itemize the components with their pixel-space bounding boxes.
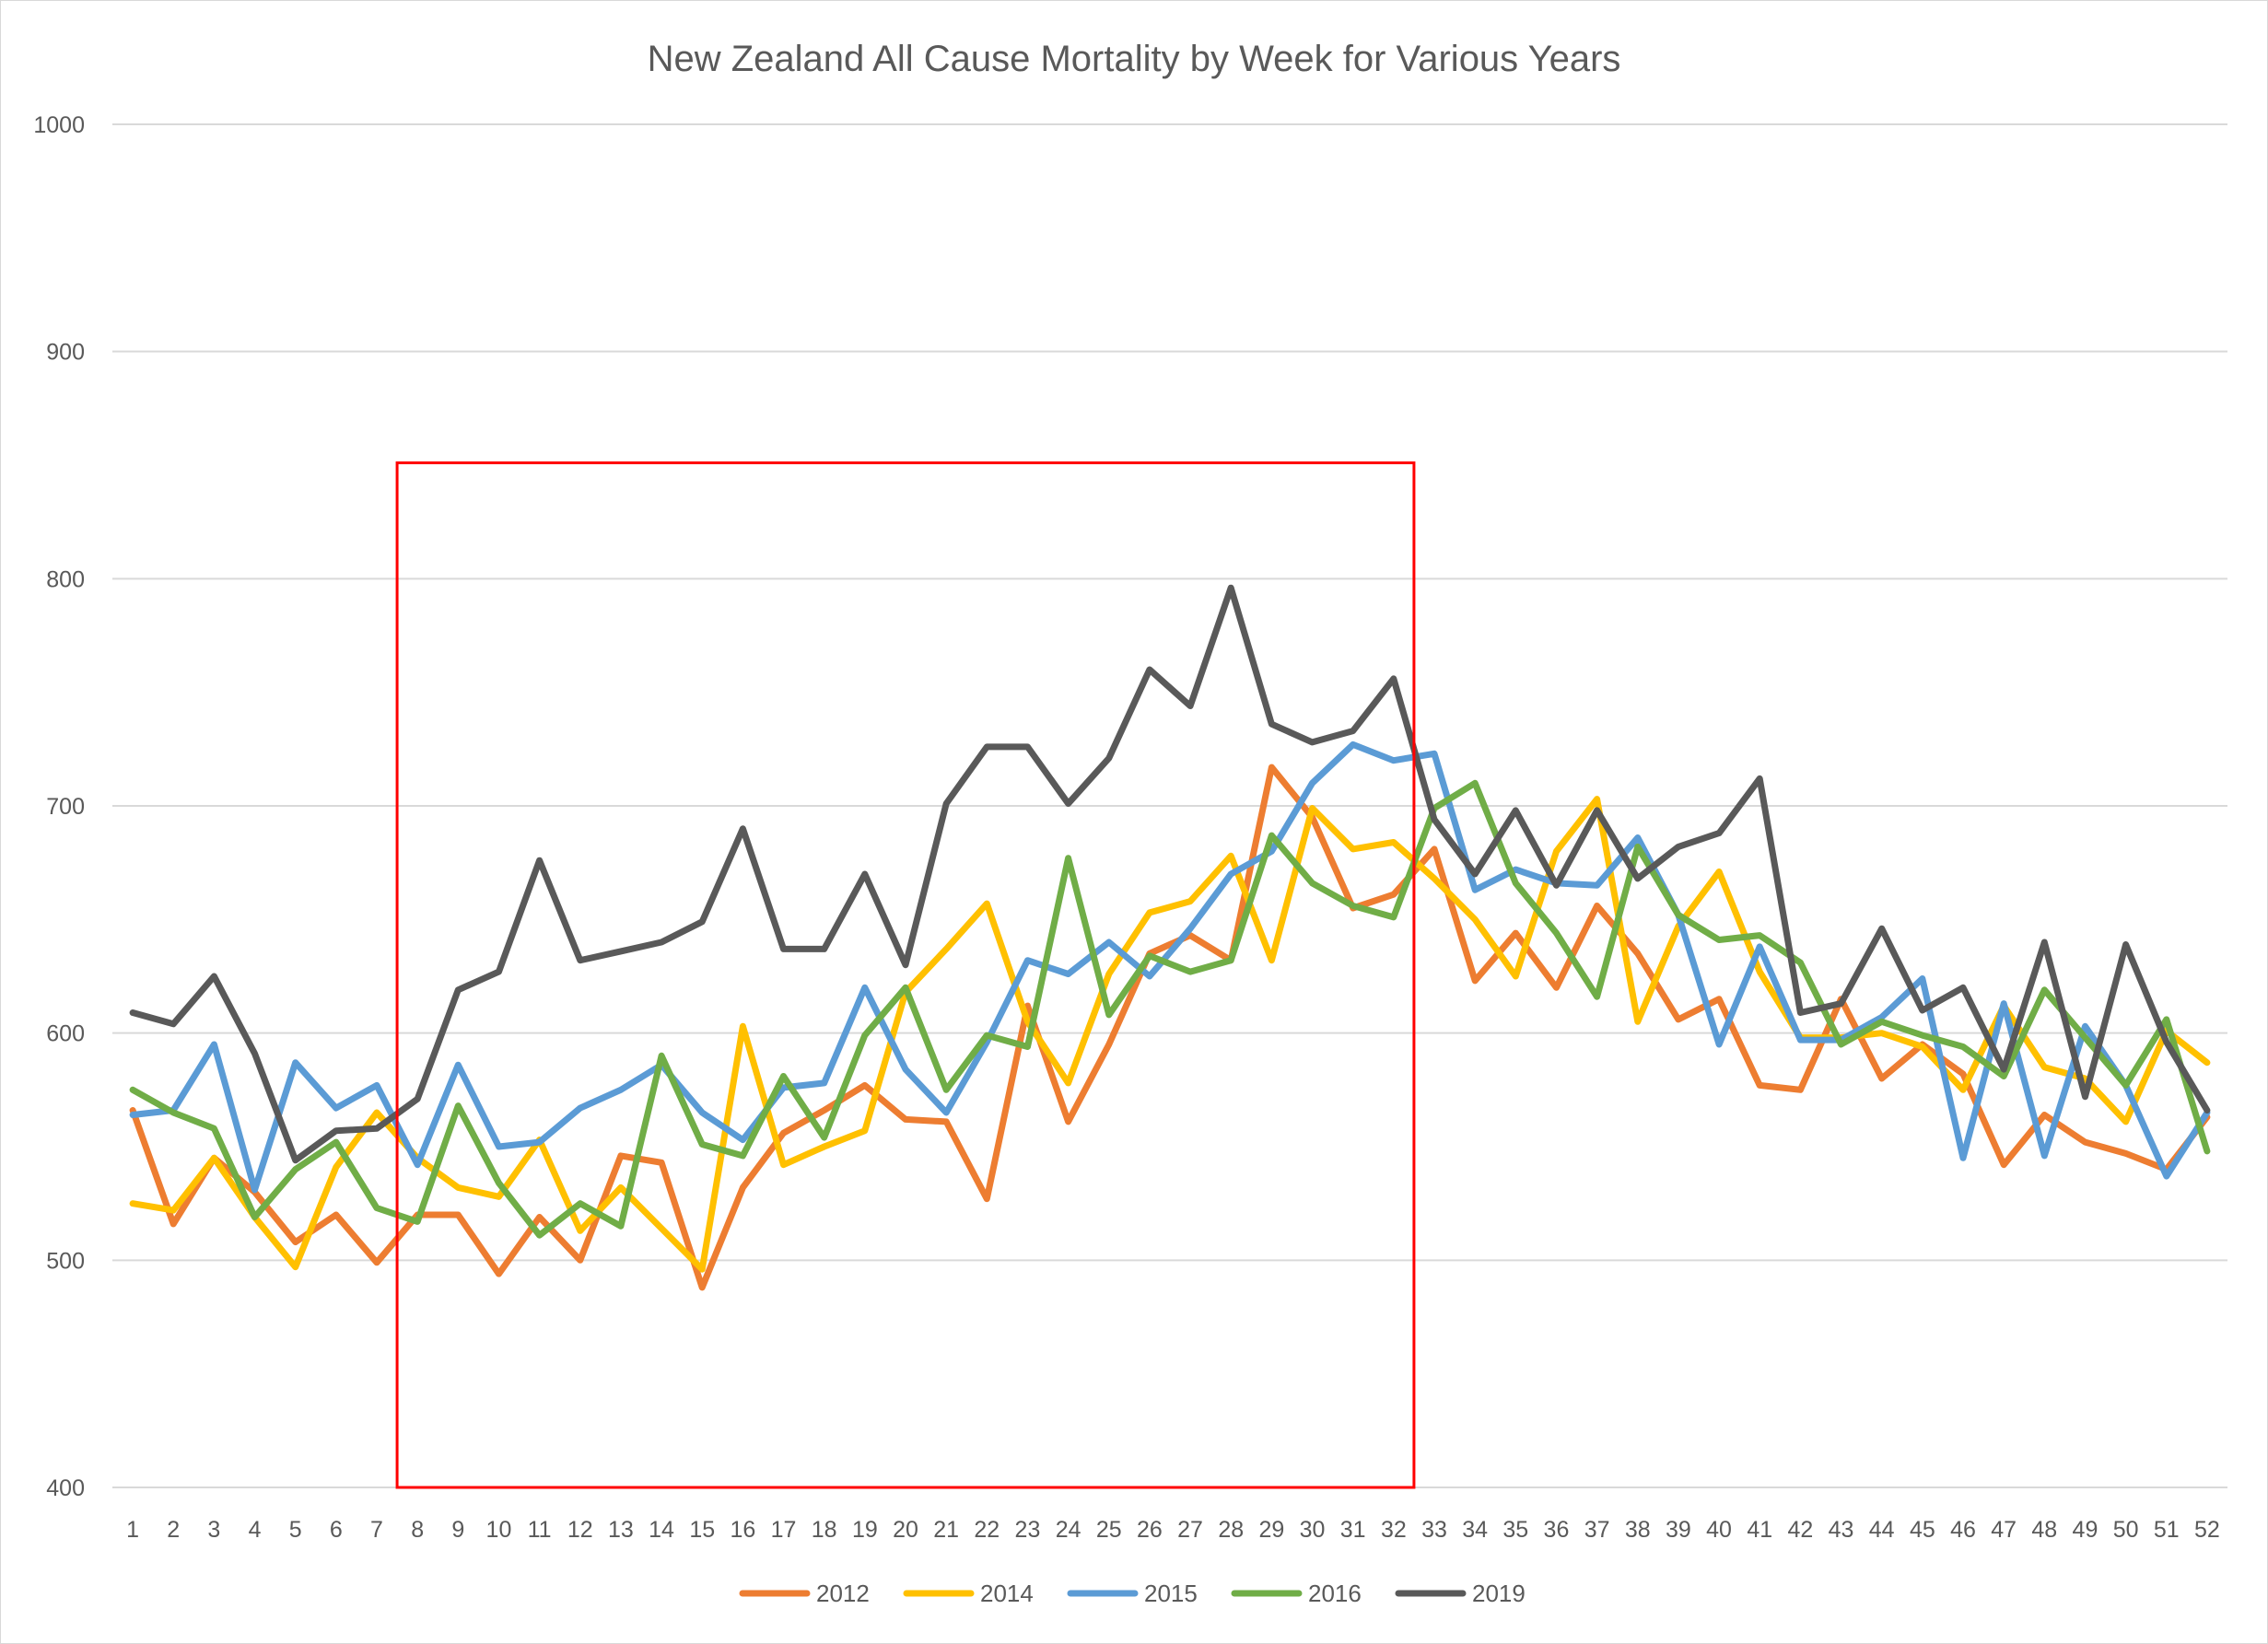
x-tick-label: 37 (1584, 1517, 1610, 1543)
series-lines (129, 584, 2211, 1291)
highlight-rectangle (395, 461, 1416, 1489)
x-tick-label: 24 (1056, 1517, 1081, 1543)
series-line-2015 (129, 740, 2211, 1194)
x-tick-label: 46 (1950, 1517, 1976, 1543)
legend-label: 2015 (1144, 1580, 1198, 1607)
x-tick-label: 32 (1381, 1517, 1407, 1543)
x-tick-label: 7 (370, 1517, 383, 1543)
chart-title: New Zealand All Cause Mortality by Week … (648, 39, 1621, 79)
x-tick-label: 20 (893, 1517, 918, 1543)
x-tick-label: 12 (567, 1517, 593, 1543)
x-tick-label: 9 (451, 1517, 464, 1543)
legend: 2012 2014 2015 2016 2019 (739, 1580, 1526, 1607)
legend-label: 2019 (1472, 1580, 1526, 1607)
x-axis-tick-labels: 1 2 3 4 5 6 7 8 9 10 11 12 13 14 15 16 17 18 19 20 21 22 23 24 2… (126, 1517, 2220, 1543)
x-tick-label: 22 (974, 1517, 1000, 1543)
x-tick-label: 1 (126, 1517, 139, 1543)
x-tick-label: 4 (249, 1517, 262, 1543)
x-tick-label: 30 (1300, 1517, 1326, 1543)
x-tick-label: 18 (812, 1517, 837, 1543)
x-tick-label: 36 (1544, 1517, 1570, 1543)
y-tick-label: 800 (46, 566, 85, 592)
legend-label: 2016 (1308, 1580, 1362, 1607)
x-tick-label: 8 (411, 1517, 424, 1543)
x-tick-label: 10 (486, 1517, 512, 1543)
x-tick-label: 33 (1421, 1517, 1447, 1543)
x-tick-label: 31 (1340, 1517, 1366, 1543)
legend-label: 2014 (980, 1580, 1034, 1607)
y-tick-label: 500 (46, 1248, 85, 1274)
legend-item-2015: 2015 (1067, 1580, 1198, 1607)
series-line-2012 (129, 764, 2211, 1291)
x-tick-label: 11 (528, 1517, 552, 1543)
legend-item-2019: 2019 (1395, 1580, 1526, 1607)
x-tick-label: 14 (649, 1517, 674, 1543)
x-tick-label: 45 (1910, 1517, 1935, 1543)
x-tick-label: 15 (689, 1517, 715, 1543)
legend-item-2014: 2014 (903, 1580, 1034, 1607)
x-tick-label: 28 (1218, 1517, 1244, 1543)
x-tick-label: 5 (289, 1517, 302, 1543)
x-tick-label: 13 (608, 1517, 634, 1543)
x-tick-label: 2 (167, 1517, 180, 1543)
x-tick-label: 39 (1666, 1517, 1691, 1543)
x-tick-label: 16 (730, 1517, 755, 1543)
x-tick-label: 35 (1502, 1517, 1528, 1543)
x-tick-label: 42 (1787, 1517, 1813, 1543)
x-tick-label: 43 (1829, 1517, 1854, 1543)
x-tick-label: 19 (852, 1517, 878, 1543)
y-tick-label: 400 (46, 1475, 85, 1501)
highlight-box (395, 461, 1416, 1489)
x-tick-label: 50 (2113, 1517, 2139, 1543)
x-tick-label: 17 (771, 1517, 797, 1543)
x-tick-label: 3 (207, 1517, 220, 1543)
series-line-2016 (129, 779, 2211, 1239)
y-axis-tick-labels: 400 500 600 700 800 900 1000 (33, 112, 85, 1501)
x-tick-label: 52 (2194, 1517, 2220, 1543)
x-tick-label: 49 (2073, 1517, 2098, 1543)
x-tick-label: 51 (2154, 1517, 2180, 1543)
x-tick-label: 29 (1258, 1517, 1284, 1543)
x-tick-label: 25 (1096, 1517, 1122, 1543)
x-tick-label: 27 (1177, 1517, 1203, 1543)
series-line-2019 (129, 584, 2211, 1164)
y-tick-label: 600 (46, 1021, 85, 1047)
legend-item-2016: 2016 (1231, 1580, 1362, 1607)
x-tick-label: 41 (1747, 1517, 1772, 1543)
gridlines (112, 123, 2227, 1488)
x-tick-label: 48 (2031, 1517, 2057, 1543)
x-tick-label: 40 (1706, 1517, 1732, 1543)
x-tick-label: 47 (1991, 1517, 2017, 1543)
x-tick-label: 38 (1625, 1517, 1651, 1543)
x-tick-label: 34 (1462, 1517, 1488, 1543)
legend-item-2012: 2012 (739, 1580, 870, 1607)
y-tick-label: 900 (46, 340, 85, 366)
x-tick-label: 21 (933, 1517, 959, 1543)
y-tick-label: 700 (46, 794, 85, 820)
x-tick-label: 6 (330, 1517, 343, 1543)
x-tick-label: 26 (1137, 1517, 1163, 1543)
x-tick-label: 44 (1869, 1517, 1895, 1543)
x-tick-label: 23 (1015, 1517, 1041, 1543)
legend-label: 2012 (816, 1580, 870, 1607)
y-tick-label: 1000 (33, 112, 85, 138)
